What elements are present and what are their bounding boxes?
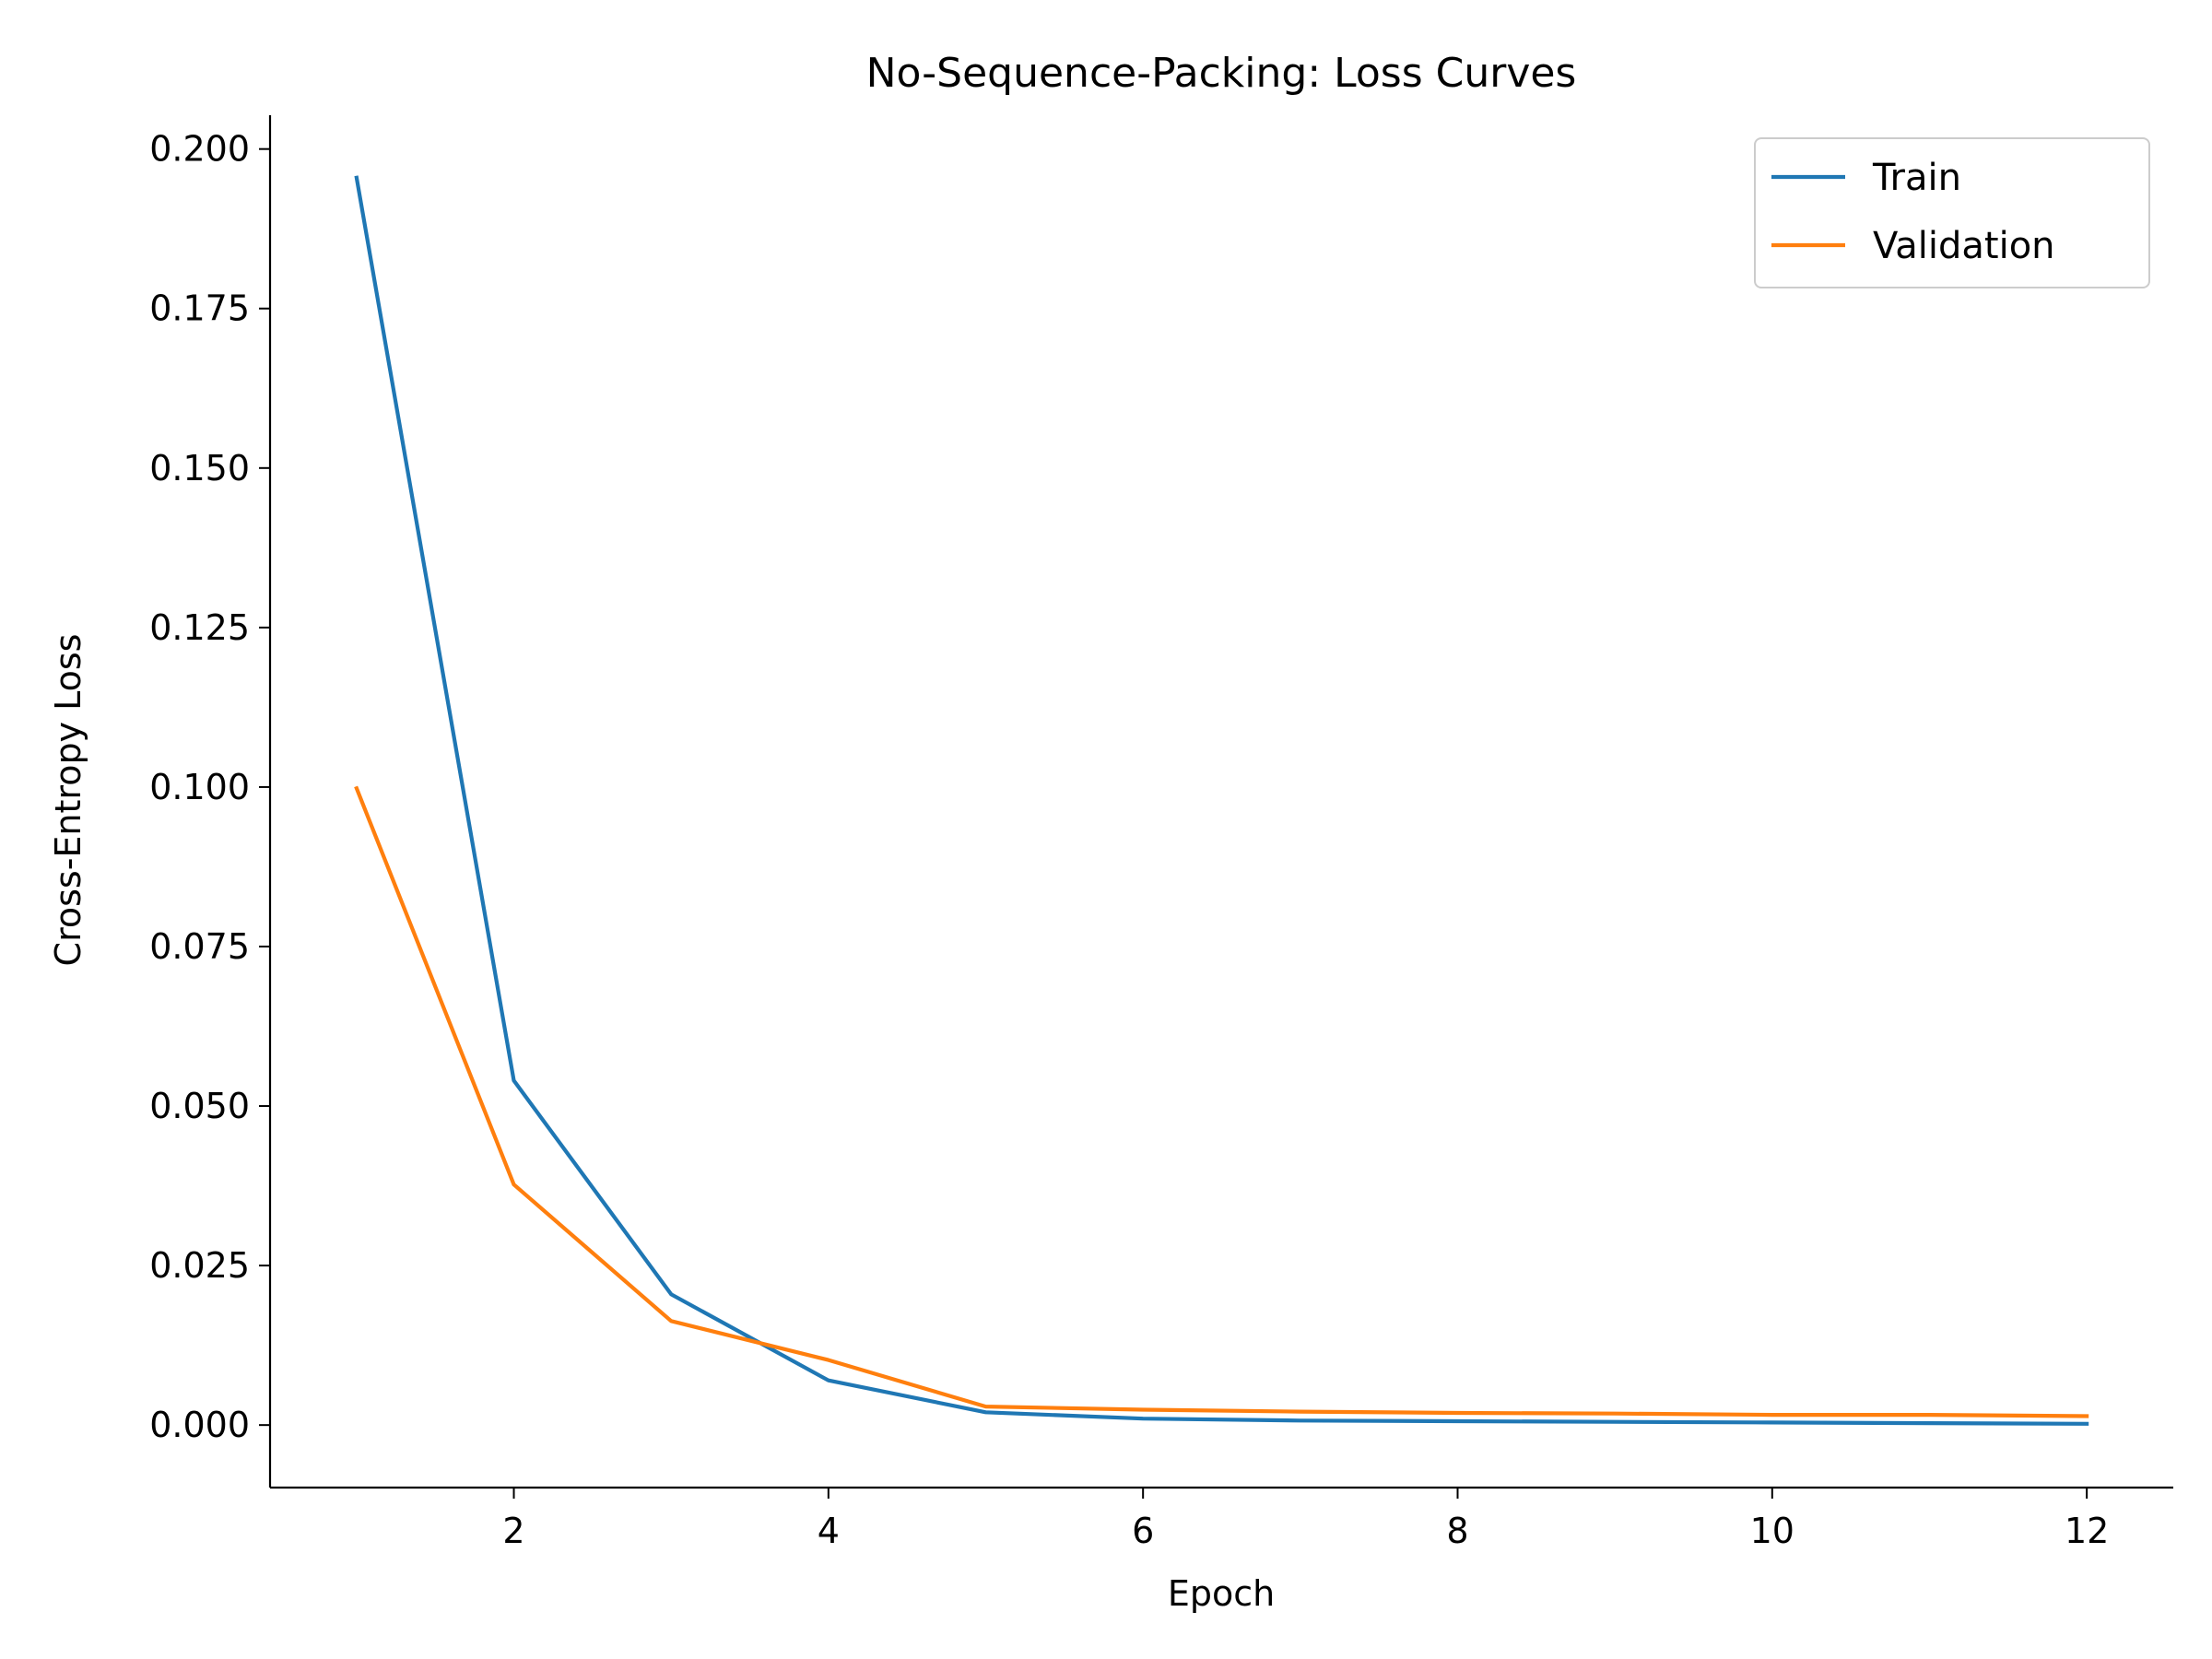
y-tick-label: 0.175 bbox=[149, 288, 250, 329]
y-tick-label: 0.000 bbox=[149, 1405, 250, 1445]
x-axis-label: Epoch bbox=[1168, 1573, 1275, 1614]
series-lines bbox=[354, 175, 2089, 1426]
y-tick-label: 0.125 bbox=[149, 607, 250, 648]
x-tick-label: 12 bbox=[2065, 1511, 2109, 1551]
x-tick-label: 2 bbox=[502, 1511, 524, 1551]
x-tick-label: 8 bbox=[1446, 1511, 1468, 1551]
legend-frame bbox=[1754, 137, 2150, 288]
y-axis-ticks: 0.000 0.025 0.050 0.075 0.100 0.125 0.150 0.175… bbox=[149, 129, 270, 1445]
series-line-validation bbox=[354, 785, 2089, 1418]
y-tick-label: 0.200 bbox=[149, 129, 250, 170]
x-axis-ticks: 2 4 6 8 10 12 bbox=[502, 1488, 2109, 1551]
y-axis-label: Cross-Entropy Loss bbox=[48, 634, 88, 967]
y-tick-label: 0.025 bbox=[149, 1245, 250, 1286]
legend: Train Validation bbox=[1754, 137, 2150, 288]
legend-label-validation: Validation bbox=[1873, 225, 2055, 267]
plot-axes bbox=[268, 115, 2173, 1489]
y-tick-label: 0.050 bbox=[149, 1086, 250, 1126]
legend-label-train: Train bbox=[1872, 157, 1961, 199]
y-tick-label: 0.075 bbox=[149, 926, 250, 967]
chart-title: No-Sequence-Packing: Loss Curves bbox=[866, 50, 1577, 97]
x-tick-label: 10 bbox=[1750, 1511, 1794, 1551]
series-line-train bbox=[354, 175, 2089, 1426]
x-tick-label: 6 bbox=[1132, 1511, 1154, 1551]
y-tick-label: 0.100 bbox=[149, 767, 250, 807]
x-tick-label: 4 bbox=[818, 1511, 840, 1551]
y-tick-label: 0.150 bbox=[149, 448, 250, 488]
